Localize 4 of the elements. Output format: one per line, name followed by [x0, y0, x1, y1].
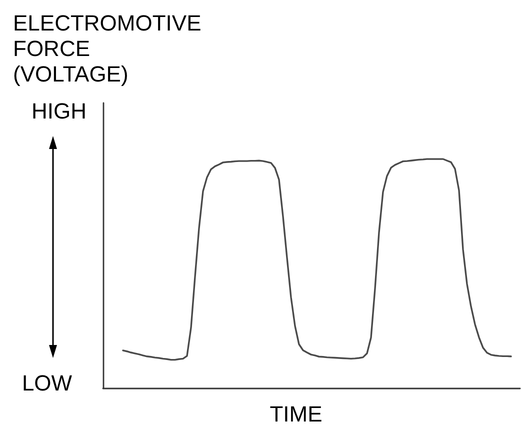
- text: LOW: [22, 370, 72, 396]
- x-axis-title: TIME: [270, 402, 322, 425]
- text: HIGH: [32, 98, 86, 124]
- y-axis-title: ELECTROMOTIVE FORCE (VOLTAGE): [13, 10, 202, 86]
